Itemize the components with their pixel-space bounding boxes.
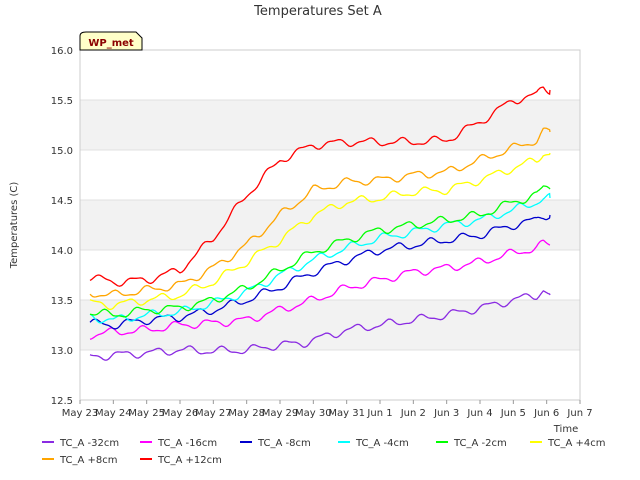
y-tick-label: 15.5 bbox=[51, 96, 73, 107]
background-band bbox=[80, 300, 580, 350]
x-axis-label: Time bbox=[553, 424, 578, 435]
grid-lines bbox=[80, 49, 580, 401]
legend-label: TC_A -4cm bbox=[355, 438, 409, 449]
station-badge: WP_met bbox=[79, 31, 143, 51]
plot-area-frame bbox=[79, 49, 581, 401]
background-band bbox=[80, 200, 580, 250]
series-lines bbox=[89, 86, 551, 361]
x-tick-label: Jun 7 bbox=[566, 408, 592, 419]
y-tick-label: 15.0 bbox=[51, 146, 73, 157]
legend-label: TC_A +12cm bbox=[157, 455, 222, 466]
x-tick-label: Jun 6 bbox=[533, 408, 559, 419]
legend-label: TC_A +4cm bbox=[547, 438, 606, 449]
legend-label: TC_A -2cm bbox=[453, 438, 507, 449]
legend-label: TC_A -32cm bbox=[59, 438, 119, 449]
x-tick-label: May 26 bbox=[162, 408, 199, 419]
x-tick-label: Jun 2 bbox=[400, 408, 426, 419]
y-tick-label: 14.5 bbox=[51, 196, 73, 207]
y-tick-label: 14.0 bbox=[51, 246, 73, 257]
background-band bbox=[80, 100, 580, 150]
x-tick-label: May 27 bbox=[195, 408, 232, 419]
x-tick-label: May 23 bbox=[62, 408, 99, 419]
x-tick-label: Jun 5 bbox=[500, 408, 526, 419]
x-tick-label: May 31 bbox=[328, 408, 365, 419]
y-tick-label: 13.0 bbox=[51, 346, 73, 357]
x-tick-label: May 30 bbox=[295, 408, 332, 419]
legend: TC_A -32cm TC_A -16cm TC_A -8cm TC_A -4cm TC… bbox=[42, 438, 606, 466]
x-tick-label: May 29 bbox=[262, 408, 299, 419]
plot-background-bands bbox=[80, 100, 580, 350]
y-tick-label: 13.5 bbox=[51, 296, 73, 307]
series-line bbox=[89, 86, 551, 287]
series-line bbox=[89, 185, 551, 318]
series-line bbox=[89, 290, 551, 361]
x-tick-label: May 25 bbox=[128, 408, 165, 419]
x-tick-label: May 28 bbox=[228, 408, 265, 419]
chart-title: Temperatures Set A bbox=[253, 4, 382, 19]
y-axis-label: Temperatures (C) bbox=[9, 182, 20, 270]
series-line bbox=[89, 239, 551, 340]
y-axis-ticks: 12.5 13.0 13.5 14.0 14.5 15.0 15.5 16.0 bbox=[51, 46, 73, 407]
x-tick-label: Jun 1 bbox=[366, 408, 392, 419]
y-tick-label: 16.0 bbox=[51, 46, 73, 57]
x-tick-label: Jun 3 bbox=[433, 408, 459, 419]
legend-label: TC_A +8cm bbox=[59, 455, 118, 466]
legend-label: TC_A -8cm bbox=[257, 438, 311, 449]
x-tick-label: Jun 4 bbox=[466, 408, 492, 419]
x-tick-label: May 24 bbox=[95, 408, 132, 419]
station-badge-label: WP_met bbox=[88, 38, 134, 49]
station-badge-box bbox=[79, 31, 143, 51]
y-tick-label: 12.5 bbox=[51, 396, 73, 407]
series-line bbox=[89, 152, 551, 311]
legend-label: TC_A -16cm bbox=[157, 438, 217, 449]
series-line bbox=[89, 127, 551, 298]
